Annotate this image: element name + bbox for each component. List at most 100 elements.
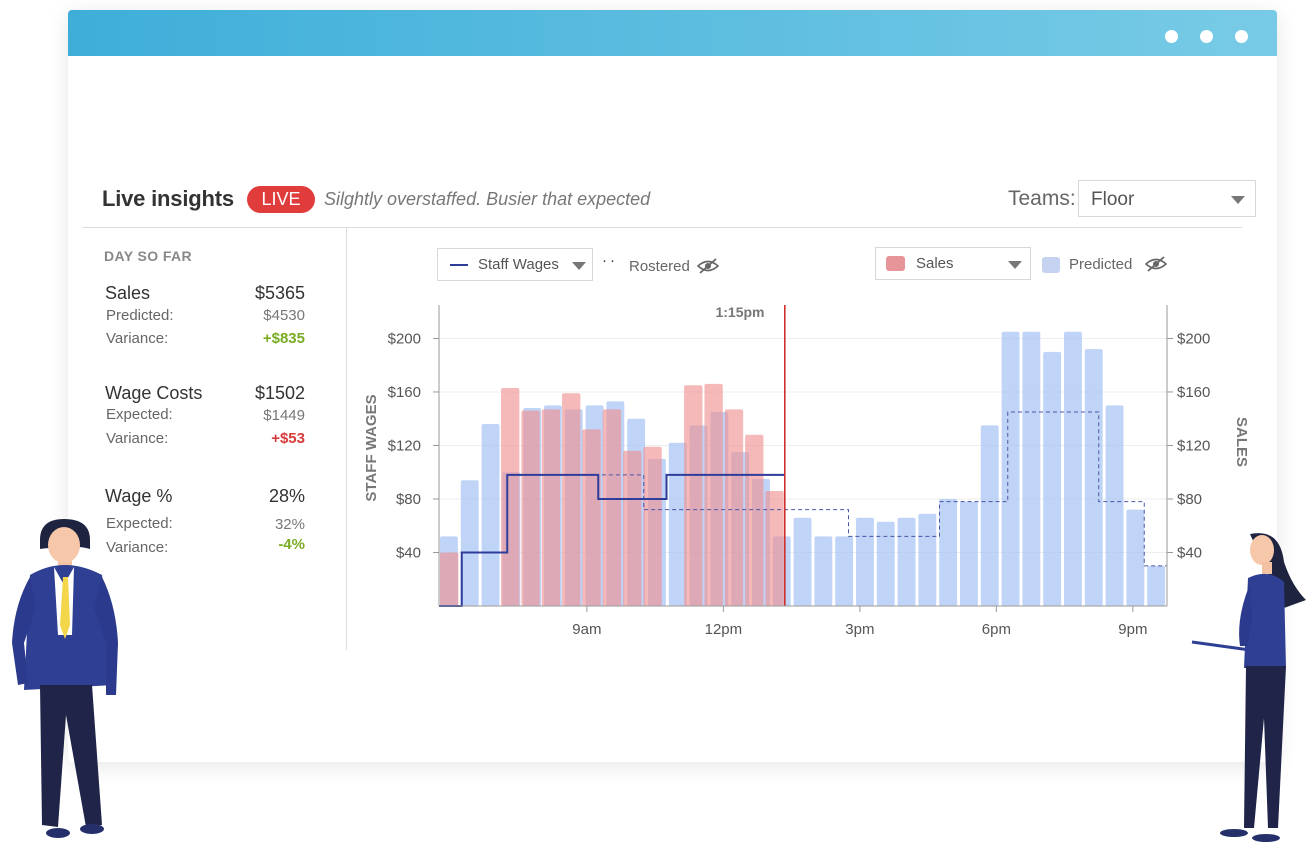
predicted-bar [876, 521, 895, 606]
sales-bar [521, 410, 540, 606]
predicted-bar [960, 501, 978, 606]
x-tick-label: 3pm [845, 621, 874, 638]
dashed-line-swatch: ·· [602, 252, 618, 269]
y-tick-label-right: $80 [1177, 491, 1202, 508]
wages-dropdown-label: Staff Wages [478, 256, 559, 273]
chevron-down-icon [572, 262, 586, 270]
predicted-bar [1126, 509, 1145, 606]
metric-sub-label: Predicted: [106, 307, 174, 324]
metric-variance-value: +$835 [262, 330, 305, 347]
predicted-bar [481, 424, 500, 606]
metric-sub-value: $4530 [263, 307, 305, 324]
metric-sub-label: Expected: [106, 406, 173, 423]
metric-title: Wage Costs [105, 383, 203, 403]
predicted-bar [1001, 331, 1020, 606]
sales-bar [582, 429, 601, 606]
eye-hidden-icon[interactable] [1144, 256, 1168, 277]
sales-bar [684, 385, 703, 606]
sales-bar [440, 552, 459, 606]
window-titlebar [68, 10, 1277, 56]
sales-bar [745, 434, 764, 606]
metric-sub-label: Expected: [106, 515, 173, 532]
rostered-legend-label: Rostered [629, 258, 690, 275]
businessman-illustration [12, 519, 118, 838]
chevron-down-icon [1008, 261, 1022, 269]
predicted-bar [1064, 331, 1082, 606]
y-tick-label-left: $80 [396, 491, 421, 508]
metric-variance-label: Variance: [106, 330, 169, 347]
metric-sub-value: $1449 [263, 407, 305, 424]
predicted-bar [835, 536, 854, 606]
predicted-bar [897, 517, 916, 606]
y-tick-label-left: $200 [388, 330, 421, 347]
predicted-bar [1084, 349, 1103, 606]
teams-label: Teams: [1008, 187, 1076, 210]
sales-bar [724, 409, 744, 606]
businesswoman-illustration [1191, 533, 1306, 842]
predicted-bar [1022, 331, 1041, 606]
metric-variance-value: +$53 [271, 430, 305, 447]
header-divider [82, 227, 1242, 228]
eye-hidden-icon[interactable] [696, 258, 720, 279]
x-tick-label: 9pm [1118, 621, 1147, 638]
y-tick-label-right: $200 [1177, 330, 1210, 347]
sales-bar [541, 409, 561, 606]
window-dot-3[interactable] [1235, 30, 1248, 43]
metric-variance-value: -4% [278, 536, 305, 553]
predicted-bar [980, 425, 999, 606]
metric-variance-label: Variance: [106, 539, 169, 556]
x-tick-label: 12pm [705, 621, 743, 638]
teams-select-value: Floor [1091, 189, 1135, 210]
sales-bar [501, 387, 520, 606]
staff-wages-line [439, 473, 785, 607]
predicted-bar [460, 480, 479, 606]
sales-bar [623, 450, 642, 606]
wages-line-swatch [450, 264, 468, 266]
predicted-bar [939, 498, 958, 606]
sales-bar [643, 446, 662, 606]
sales-swatch [886, 256, 905, 271]
predicted-bar [1105, 405, 1124, 606]
x-tick-label: 9am [572, 621, 601, 638]
predicted-bar [814, 536, 833, 606]
window-dot-1[interactable] [1165, 30, 1178, 43]
y-tick-label-right: $160 [1177, 384, 1210, 401]
metric-sub-value: 32% [274, 516, 305, 533]
sales-dropdown[interactable]: Sales [875, 247, 1031, 280]
sales-bar [704, 383, 723, 606]
y-tick-label-left: $40 [396, 544, 421, 561]
panel-divider [346, 228, 347, 650]
sales-bar [765, 490, 784, 606]
predicted-bar [856, 517, 874, 606]
predicted-bar [793, 517, 812, 606]
page-title: Live insights [102, 186, 234, 211]
wages-dropdown[interactable]: Staff Wages [437, 248, 593, 281]
status-text: Silghtly overstaffed. Busier that expect… [324, 189, 651, 209]
y-tick-label-right: $40 [1177, 544, 1202, 561]
y-tick-label-left: $160 [388, 384, 421, 401]
teams-select[interactable]: Floor [1078, 180, 1256, 217]
predicted-bar [1043, 351, 1062, 606]
now-label: 1:15pm [715, 304, 764, 320]
sales-bar [602, 409, 622, 606]
y-axis-label-left: STAFF WAGES [363, 394, 380, 501]
metric-value: $1502 [254, 383, 305, 403]
metric-title: Wage % [105, 486, 173, 506]
sales-bar [562, 393, 581, 606]
predicted-bar [668, 442, 687, 606]
x-tick-label: 6pm [982, 621, 1011, 638]
live-badge: LIVE [247, 186, 315, 213]
chevron-down-icon [1231, 196, 1245, 204]
predicted-legend-label: Predicted [1069, 256, 1133, 273]
summary-heading: DAY SO FAR [104, 248, 193, 264]
metric-value: 28% [268, 486, 305, 506]
y-tick-label-left: $120 [388, 437, 421, 454]
predicted-swatch [1042, 257, 1060, 273]
metric-value: $5365 [254, 283, 305, 303]
predicted-bar [1147, 565, 1166, 606]
metric-title: Sales [105, 283, 151, 303]
y-tick-label-right: $120 [1177, 437, 1210, 454]
predicted-bar [918, 513, 937, 606]
window-dot-2[interactable] [1200, 30, 1213, 43]
